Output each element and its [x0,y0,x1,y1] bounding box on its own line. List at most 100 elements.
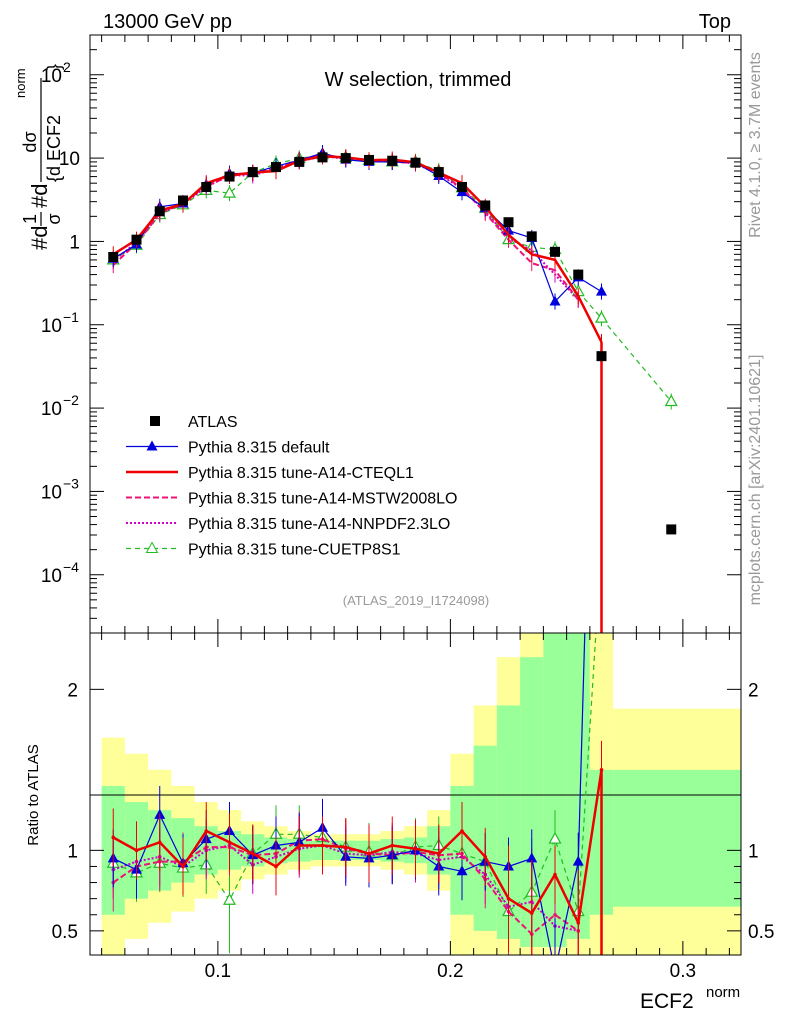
ratio-y-tick-label-right: 1 [748,841,759,862]
ylabel-sup-2: norm [13,68,28,98]
rivet-version-label: Rivet 4.1.0, ≥ 3.7M events [747,52,764,238]
main-y-tick-label: 10 [41,399,62,420]
legend-item-atlas: ATLAS [150,414,238,431]
atlas-data-point [294,156,305,167]
atlas-data-point [317,152,328,163]
atlas-data-point [131,234,142,245]
ratio-point-cteql1 [413,846,418,851]
ratio-point-default [456,865,468,876]
main-y-tick-exponent: −2 [63,392,79,408]
legend-item-cuetp: Pythia 8.315 tune-CUETP8S1 [126,541,401,559]
atlas-data-point [573,269,584,280]
series-line-cteql1 [112,155,603,343]
mcplots-label: mcplots.cern.ch [arXiv:2401.10621] [747,355,764,606]
series-line-default [112,152,602,303]
ratio-y-tick-label: 1 [67,841,78,862]
x-tick-label: 0.1 [205,961,231,982]
legend-label-nnpdf: Pythia 8.315 tune-A14-NNPDF2.3LO [188,516,450,533]
ratio-point-default [596,39,607,49]
ratio-point-cteql1 [181,864,185,869]
legend-item-mstw: Pythia 8.315 tune-A14-MSTW2008LO [126,491,457,508]
ratio-point-cteql1 [367,851,371,856]
x-tick-label: 0.3 [670,961,696,982]
x-axis-label: ECF2 norm [640,984,740,1013]
ratio-ticks: 0.5 0.5 1 1 2 2 0.1 0.2 0.3 [52,633,774,982]
legend-label-cuetp: Pythia 8.315 tune-CUETP8S1 [188,542,401,559]
ratio-point-cteql1 [483,854,488,859]
atlas-data-point [178,195,188,206]
atlas-data-point [247,167,258,178]
legend: ATLAS Pythia 8.315 default Pythia 8.315 tu… [126,414,457,559]
legend-marker-atlas [150,416,160,426]
x-axis-label-sup: norm [706,984,740,1001]
ylabel-num-2: dσ [20,131,40,152]
main-y-tick-exponent: 2 [63,59,71,75]
stat-uncertainty-band [613,769,741,907]
atlas-data-point [457,181,467,192]
data-point-cuetp [664,394,678,407]
main-y-tick-label: 10 [59,149,80,170]
ratio-line-cteql1 [112,769,603,927]
main-y-tick-label: 1 [69,232,80,253]
ratio-y-tick-label-right: 2 [748,680,759,701]
ratio-point-cteql1 [553,872,557,877]
stat-uncertainty-band [520,657,544,947]
ratio-y-tick-label-right: 0.5 [748,922,774,943]
plot-title: W selection, trimmed [325,69,512,91]
ratio-point-cteql1 [204,829,209,833]
ylabel-den-2: {d ECF2 [44,115,64,182]
ratio-point-cteql1 [111,835,116,840]
atlas-data-point [666,524,677,535]
ratio-point-cteql1 [529,911,534,915]
ratio-point-cteql1 [274,864,278,869]
ratio-point-cteql1 [436,851,441,856]
ratio-point-cteql1 [506,896,511,901]
x-axis-label-main: ECF2 [640,990,694,1013]
ratio-series-cteql1 [111,740,604,955]
ratio-y-tick-label: 2 [67,680,78,701]
atlas-data-point [410,157,421,168]
ratio-point-cteql1 [599,768,604,772]
ratio-point-cteql1 [343,845,348,849]
atlas-data-point [154,206,165,217]
ratio-point-cteql1 [297,843,302,848]
main-y-tick-exponent: −3 [63,475,79,491]
ratio-frame [89,632,742,956]
ratio-series-layer [106,39,607,975]
ratio-panel: 0.5 0.5 1 1 2 2 0.1 0.2 0.3 Ratio to ATLAS ECF2 … [25,39,774,1013]
analysis-watermark: (ATLAS_2019_I1724098) [343,593,489,608]
ratio-point-mstw [553,912,557,917]
ratio-line-default [113,633,586,955]
main-series-layer [106,144,678,633]
ratio-point-cuetp [222,893,237,905]
atlas-data-point [108,252,119,263]
atlas-data-point [271,162,281,173]
ylabel-num-1: 1 [20,214,40,224]
main-y-tick-label: 10 [41,66,62,87]
ratio-point-cteql1 [460,829,464,833]
atlas-data-point [480,200,491,211]
atlas-data-point [224,171,235,182]
legend-marker-cuetp [145,541,159,553]
main-y-axis-label: #d 1 σ #d dσ {d ECF2 norm } [13,64,64,250]
x-tick-label: 0.2 [437,961,463,982]
stat-uncertainty-band [543,633,567,947]
ratio-y-tick-label: 0.5 [52,922,78,943]
ratio-point-cteql1 [227,840,232,845]
main-y-tick-label: 10 [41,482,62,503]
ratio-point-default [572,855,584,866]
ratio-point-cteql1 [157,840,162,845]
ratio-point-cteql1 [576,921,581,925]
ratio-point-cuetp [548,831,562,844]
ratio-point-default [550,965,561,975]
legend-item-default: Pythia 8.315 default [126,440,330,457]
data-point-cuetp [594,310,609,323]
atlas-data-point [387,155,398,166]
legend-item-cteql1: Pythia 8.315 tune-A14-CTEQL1 [126,465,414,482]
ratio-point-default [526,852,538,863]
atlas-data-point [340,153,351,164]
main-y-tick-label: 10 [41,566,62,587]
legend-label-default: Pythia 8.315 default [188,440,330,457]
